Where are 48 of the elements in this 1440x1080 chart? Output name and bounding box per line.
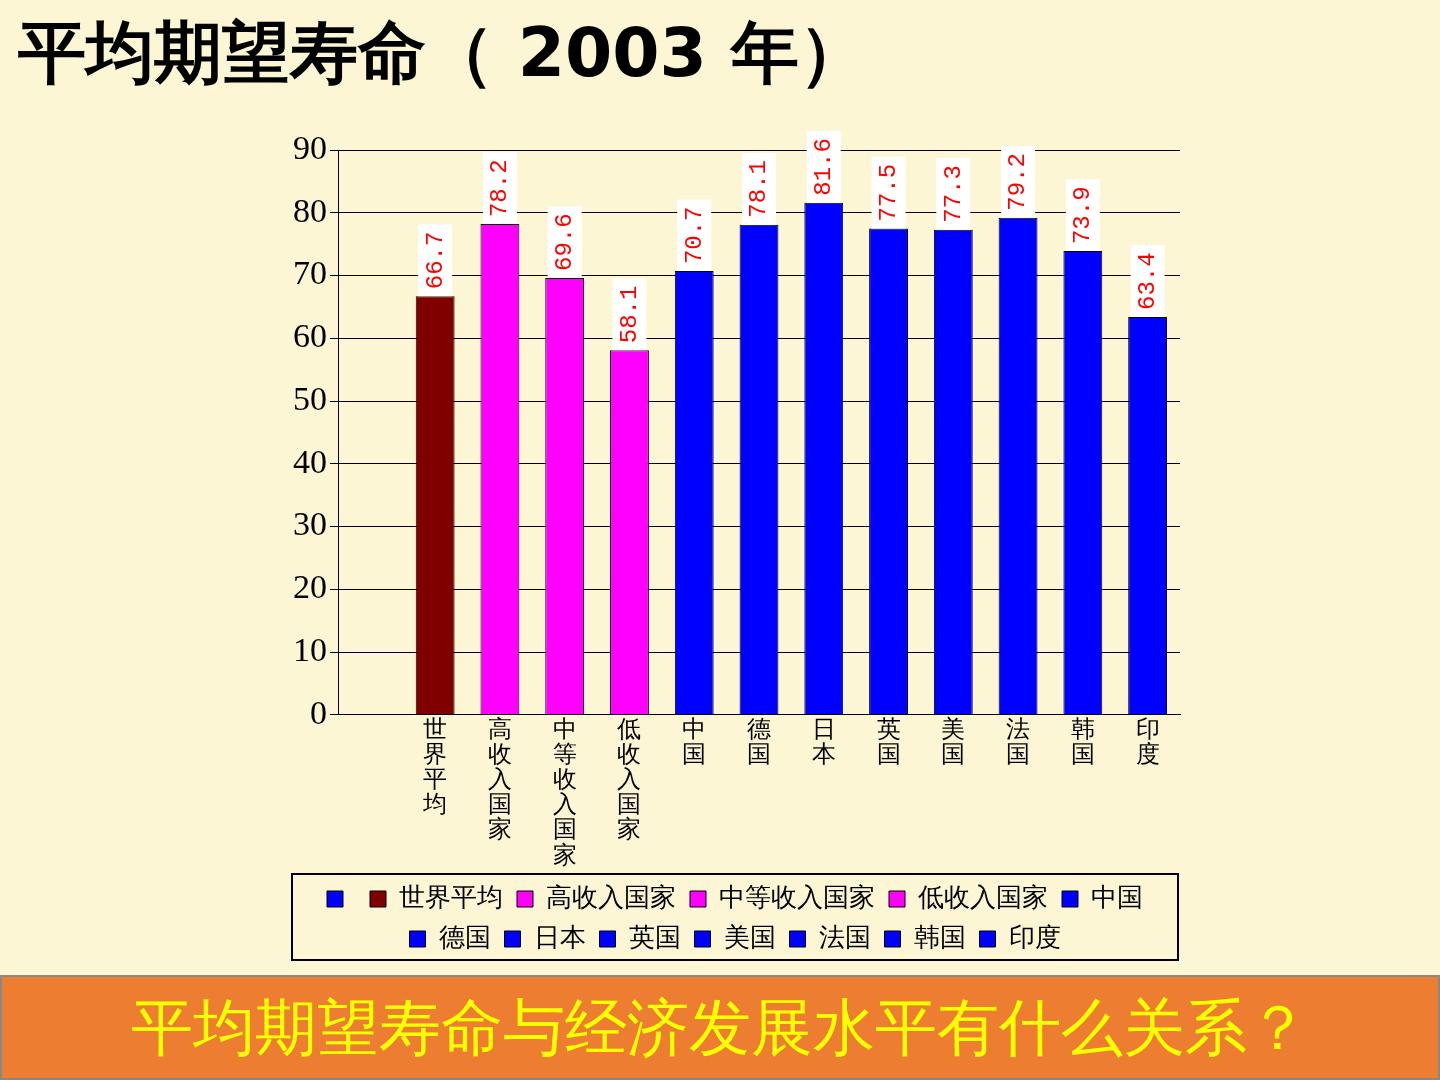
data-label: 77.3 (939, 165, 967, 223)
legend-label: 中等收入国家 (719, 881, 875, 912)
y-tick-label: 60 (293, 317, 327, 355)
legend-label: 英国 (628, 921, 681, 952)
x-tick-label: 韩国 (1070, 714, 1095, 768)
data-label: 79.2 (1004, 153, 1032, 211)
data-label: 77.5 (874, 163, 902, 222)
y-tick-label: 20 (293, 568, 327, 606)
x-tick-label: 美国 (941, 714, 966, 768)
legend-label: 高收入国家 (546, 881, 676, 912)
y-tick-label: 10 (293, 630, 327, 668)
y-tick-label: 30 (293, 505, 327, 543)
y-tick-label: 70 (293, 254, 327, 292)
data-label: 78.2 (486, 159, 514, 218)
x-tick-label: 印度 (1135, 714, 1160, 768)
data-label: 63.4 (1133, 252, 1161, 310)
y-tick-label: 40 (293, 442, 327, 480)
y-tick-label: 80 (293, 191, 327, 229)
x-tick-label: 英国 (876, 714, 901, 768)
x-tick-label: 德国 (747, 714, 771, 768)
y-tick-label: 90 (293, 128, 327, 166)
legend-label: 韩国 (913, 921, 966, 952)
x-tick-label: 世界平均 (422, 714, 448, 819)
chart-title: 平均期望寿命（ 2003 年） (18, 12, 867, 94)
data-label: 81.6 (810, 138, 838, 196)
data-label: 69.6 (551, 213, 579, 272)
x-tick-label: 低收入国家 (617, 714, 642, 844)
legend-label: 德国 (438, 921, 491, 952)
legend-label: 法国 (818, 921, 871, 952)
legend-label: 中国 (1091, 881, 1143, 912)
y-tick-label: 50 (293, 379, 327, 417)
x-tick-label: 日本 (811, 714, 836, 768)
legend-label: 低收入国家 (918, 881, 1048, 912)
x-tick-label: 法国 (1006, 714, 1031, 768)
legend-label: 美国 (723, 921, 776, 952)
data-label: 70.7 (680, 206, 708, 265)
data-label: 58.1 (615, 285, 643, 344)
x-tick-label: 高收入国家 (487, 714, 512, 844)
legend-label: 日本 (533, 921, 586, 952)
data-label: 78.1 (745, 160, 773, 218)
data-label: 66.7 (421, 231, 449, 290)
legend-label: 世界平均 (399, 881, 503, 912)
text: 平均期望寿命与经济发展水平有什么关系？ (0, 975, 1440, 1080)
y-tick-label: 0 (310, 693, 327, 731)
data-label: 73.9 (1069, 186, 1097, 245)
x-tick-label: 中等收入国家 (552, 714, 577, 869)
legend-label: 印度 (1008, 921, 1061, 952)
x-tick-label: 中国 (682, 714, 707, 768)
